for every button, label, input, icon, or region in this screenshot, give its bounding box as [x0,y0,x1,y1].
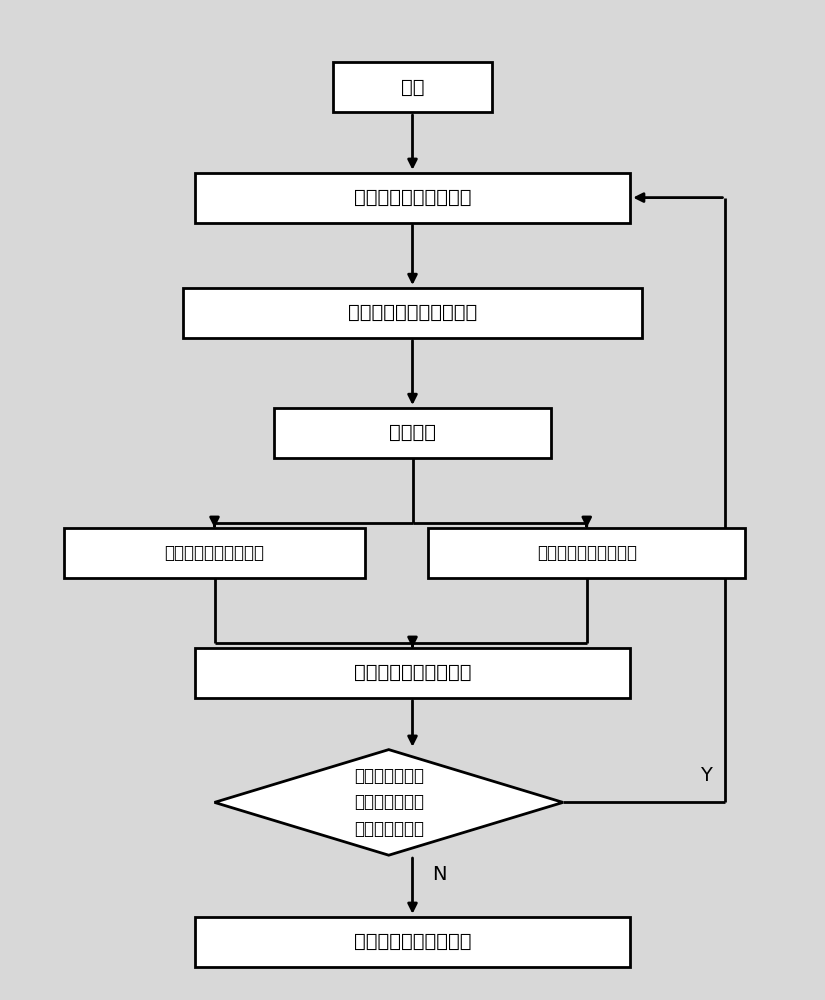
Text: 计算定子铁心固有频率: 计算定子铁心固有频率 [354,663,471,682]
Bar [428,528,745,578]
Bar [195,917,630,967]
Text: Y: Y [700,766,711,785]
Bar [333,62,492,112]
Bar [64,528,365,578]
Bar [195,648,630,698]
Bar [274,408,551,458]
Bar [195,173,630,223]
Text: 调整电机电磁设计方案: 调整电机电磁设计方案 [354,188,471,207]
Text: 确定电机电磁设计方案: 确定电机电磁设计方案 [354,932,471,951]
Text: 磁密时间谐波振动频率: 磁密时间谐波振动频率 [537,544,637,562]
Text: 磁密空间谐波振动频率: 磁密空间谐波振动频率 [164,544,265,562]
Text: 确定电机工况及控制方式: 确定电机工况及控制方式 [348,303,477,322]
Text: 空间谐波频率、
时间谐波频率、
固有频率共振？: 空间谐波频率、 时间谐波频率、 固有频率共振？ [354,767,424,838]
Text: 开始: 开始 [401,78,424,97]
Bar [183,288,642,338]
Text: N: N [432,865,447,884]
Polygon shape [214,750,563,855]
Text: 电磁计算: 电磁计算 [389,423,436,442]
